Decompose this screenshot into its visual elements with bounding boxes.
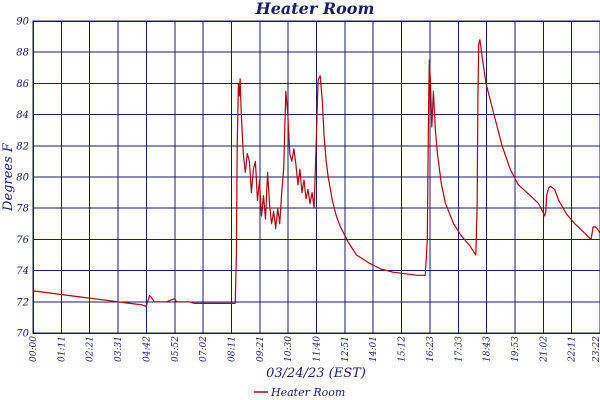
x-tick-label: 08:11 xyxy=(227,336,237,362)
series-line-heater-room xyxy=(32,39,600,308)
x-tick-label: 22:11 xyxy=(568,336,578,363)
y-tick-label: 86 xyxy=(16,79,29,90)
legend-entry: Heater Room xyxy=(270,386,345,399)
x-tick-label: 17:33 xyxy=(454,336,464,362)
x-tick-label: 19:53 xyxy=(511,336,521,362)
x-tick-label: 05:52 xyxy=(171,336,181,362)
x-tick-label: 07:02 xyxy=(199,336,209,362)
chart-title: Heater Room xyxy=(255,0,375,18)
y-tick-label: 80 xyxy=(16,173,29,184)
y-tick-label: 82 xyxy=(16,141,29,152)
x-tick-label: 03:31 xyxy=(114,336,124,362)
x-tick-label: 09:21 xyxy=(256,336,266,362)
y-tick-label: 76 xyxy=(16,235,29,246)
x-tick-label: 00:00 xyxy=(29,336,39,362)
y-tick-label: 84 xyxy=(16,110,29,121)
x-tick-label: 16:23 xyxy=(426,336,436,362)
plot-frame xyxy=(32,20,600,334)
x-tick-label: 11:40 xyxy=(313,336,323,362)
x-tick-label: 21:02 xyxy=(539,336,549,363)
x-tick-label: 14:01 xyxy=(369,336,379,362)
x-axis-ticks: 00:00 01:11 02:21 03:31 04:42 05:52 07:02 08:11… xyxy=(29,336,600,363)
x-tick-label: 10:30 xyxy=(284,336,294,362)
x-tick-label: 02:21 xyxy=(86,336,96,362)
legend: Heater Room xyxy=(254,386,345,399)
x-tick-label: 23:22 xyxy=(592,336,600,363)
x-tick-label: 12:51 xyxy=(341,336,351,362)
x-axis-label: 03/24/23 (EST) xyxy=(266,366,366,381)
x-tick-label: 04:42 xyxy=(142,336,152,362)
y-tick-label: 90 xyxy=(16,17,29,28)
x-tick-label: 15:12 xyxy=(398,336,408,362)
y-tick-label: 74 xyxy=(16,266,29,277)
y-axis-ticks: 70 72 74 76 78 80 82 84 86 88 90 xyxy=(16,17,29,340)
y-axis-label: Degrees F xyxy=(1,142,16,212)
x-tick-label: 18:43 xyxy=(483,336,493,362)
y-tick-label: 72 xyxy=(16,297,29,308)
y-tick-label: 88 xyxy=(16,48,29,59)
x-tick-label: 01:11 xyxy=(57,336,67,362)
gridlines xyxy=(32,20,600,334)
y-tick-label: 78 xyxy=(16,204,29,215)
y-tick-label: 70 xyxy=(16,329,29,340)
